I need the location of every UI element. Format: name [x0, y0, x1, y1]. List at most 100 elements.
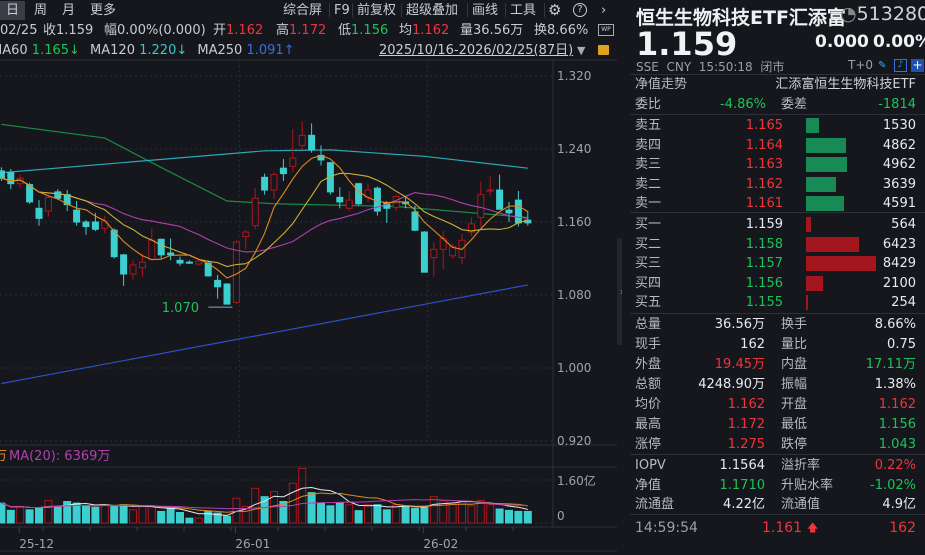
candle-body [16, 177, 24, 185]
stat-value: 1.1564 [719, 458, 766, 473]
fund-code: ◔513280 [840, 3, 925, 25]
fund-code-value: 513280 [856, 3, 925, 25]
ask-qty: 4591 [882, 196, 916, 212]
candle-body [35, 207, 43, 219]
price-change-pct: 0.00% [873, 32, 925, 52]
open-label: 开 [213, 23, 227, 38]
date-range-selector[interactable]: 2025/10/16-2026/02/25(87日) [379, 43, 574, 58]
candle [477, 181, 485, 227]
composite-screen-button[interactable]: 综合屏 [283, 3, 323, 18]
price-tick-label: 1.000 [557, 361, 591, 375]
time-axis-label: 26-02 [423, 537, 458, 551]
chevron-right-icon[interactable]: › [601, 3, 607, 18]
change-value: 0.00%(0.000) [117, 23, 206, 38]
change-label: 幅 [104, 23, 118, 38]
candle-body [355, 183, 363, 205]
code-toggle-icon[interactable]: ◔ [840, 3, 857, 25]
volume-bar [110, 505, 119, 524]
volume-ma5-line [1, 486, 528, 516]
gear-icon[interactable]: ⚙ [548, 1, 562, 19]
stat-value: 4248.90万 [698, 377, 765, 392]
lock-icon[interactable] [598, 45, 609, 55]
market-status: 闭市 [760, 60, 785, 74]
candle-body [326, 162, 334, 193]
adjust-button[interactable]: 前复权 [357, 3, 397, 18]
ma120-line [1, 149, 528, 174]
ma60-label: MA60 [0, 43, 28, 58]
candle-body [261, 176, 269, 191]
stat-label: 溢折率 [781, 458, 821, 473]
candle-body [486, 189, 494, 192]
bid-level[interactable]: 买三 1.157 8429 [635, 254, 916, 273]
t0-label: T+0 [848, 58, 874, 72]
candle-body [336, 196, 344, 203]
period-month-tab[interactable]: 月 [62, 3, 76, 18]
order-diff-value: -1814 [878, 97, 916, 112]
volume-bar [138, 505, 147, 524]
monitor-icon[interactable]: WP [598, 24, 614, 36]
ask-level[interactable]: 卖三 1.163 4962 [635, 155, 916, 174]
candle [308, 123, 316, 153]
low-annotation-label: 1.070 [162, 301, 199, 316]
candle [392, 194, 400, 212]
market-meta: SSE CNY 15:50:18 闭市 [636, 58, 784, 75]
period-more-tab[interactable]: 更多 [90, 3, 117, 18]
volume-bar [223, 515, 231, 524]
dropdown-triangle-icon[interactable]: ▼ [577, 44, 586, 57]
overlay-button[interactable]: 超级叠加 [406, 3, 459, 18]
stat-value: -1.02% [870, 477, 916, 493]
volume-bar [288, 482, 297, 524]
stat-label: 现手 [635, 337, 662, 352]
kline-chart[interactable]: 1.320 1.240 1.160 1.080 1.000 0.920 1.60亿 0 25-1… [0, 0, 617, 555]
volume-bar [364, 504, 372, 524]
period-week-tab[interactable]: 周 [34, 3, 48, 18]
candle [514, 190, 522, 227]
ask-level[interactable]: 卖二 1.162 3639 [635, 175, 916, 194]
bid-level[interactable]: 买一 1.159 564 [635, 215, 916, 234]
currency: CNY [666, 60, 692, 74]
candle [420, 231, 428, 273]
volume-bar [100, 504, 109, 524]
bid-price: 1.158 [745, 236, 783, 252]
candle [270, 171, 278, 200]
bid-level-label: 买一 [635, 217, 662, 232]
volume-bar [6, 509, 15, 524]
help-icon[interactable]: ? [573, 3, 587, 17]
quote-time: 15:50:18 [698, 60, 753, 74]
ask-level[interactable]: 卖五 1.165 1530 [635, 116, 916, 135]
tick-time: 14:59:54 [635, 520, 698, 536]
stat-label: 涨停 [635, 437, 662, 452]
edit-icon[interactable]: ✎ [878, 60, 887, 71]
volume-bar [335, 502, 344, 524]
stat-label: 内盘 [781, 357, 808, 372]
add-watchlist-icon[interactable]: + [911, 58, 924, 72]
f9-button[interactable]: F9 [334, 3, 350, 18]
ask-level[interactable]: 卖四 1.164 4862 [635, 136, 916, 155]
ask-level-label: 卖五 [635, 118, 662, 133]
order-ratio-value: -4.86% [720, 97, 766, 112]
candle-body [223, 283, 231, 305]
candle-body [496, 189, 504, 210]
period-day-tab[interactable]: 日 [0, 1, 26, 20]
ask-price: 1.161 [745, 196, 783, 212]
volume-bar [448, 502, 457, 524]
bid-level[interactable]: 买二 1.158 6423 [635, 235, 916, 254]
stat-value: 36.56万 [714, 317, 765, 332]
nav-trend-link[interactable]: 净值走势 [635, 77, 688, 92]
close-value: 1.159 [56, 23, 94, 38]
volume-bar [279, 501, 288, 524]
ask-qty-bar [806, 118, 819, 133]
draw-button[interactable]: 画线 [472, 3, 499, 18]
stat-row: 外盘 19.45万 内盘 17.11万 [635, 355, 916, 374]
ma250-value: 1.091↑ [246, 43, 295, 58]
bid-level[interactable]: 买五 1.155 254 [635, 293, 916, 312]
tools-button[interactable]: 工具 [510, 3, 537, 18]
ma60-value: 1.165↓ [31, 43, 80, 58]
alert-bell-icon[interactable]: ♪ [894, 59, 907, 72]
volume-bar [213, 512, 222, 524]
bid-level[interactable]: 买四 1.156 2100 [635, 274, 916, 293]
ask-qty: 1530 [882, 118, 916, 133]
low-label: 低 [338, 23, 352, 38]
ask-level[interactable]: 卖一 1.161 4591 [635, 194, 916, 213]
volume-tick-label: 1.60亿 [557, 473, 596, 488]
